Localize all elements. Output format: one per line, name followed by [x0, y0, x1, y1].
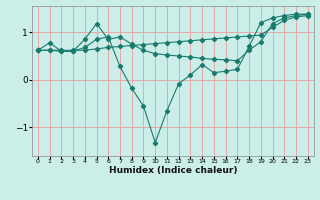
X-axis label: Humidex (Indice chaleur): Humidex (Indice chaleur)	[108, 166, 237, 175]
